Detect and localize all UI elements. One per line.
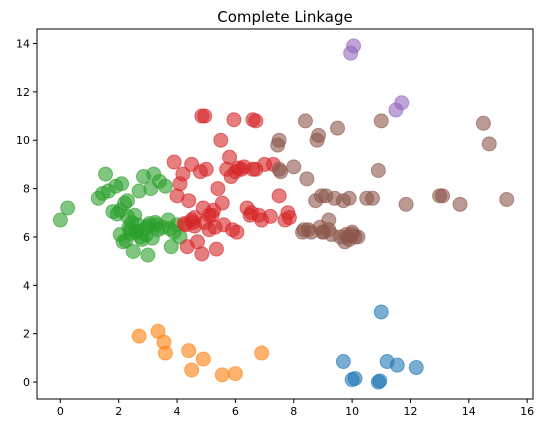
data-point [195,351,211,367]
series-5 [270,113,515,250]
series-2 [52,166,188,263]
plot-area-frame [36,28,534,400]
data-point [140,247,156,263]
data-point [175,166,191,182]
data-point [475,115,491,131]
data-point [370,162,386,178]
data-point [119,193,135,209]
x-tick-label: 8 [290,405,297,418]
y-tick-label: 12 [16,86,30,99]
data-point [281,210,297,226]
data-point [286,159,302,175]
data-point [365,190,381,206]
data-point [194,246,210,262]
data-point [208,241,224,257]
data-point [157,345,173,361]
data-point [299,171,315,187]
x-tick-label: 2 [115,405,122,418]
data-point [214,367,230,383]
data-point [341,190,357,206]
data-point [105,204,121,220]
x-tick-label: 14 [462,405,476,418]
data-point [157,178,173,194]
x-tick-label: 4 [174,405,181,418]
data-point [122,225,138,241]
data-point [398,196,414,212]
data-point [213,132,229,148]
data-point [373,304,389,320]
y-tick-label: 2 [23,328,30,341]
x-tick-label: 10 [345,405,359,418]
data-point [313,188,329,204]
data-point [163,239,179,255]
data-point [373,113,389,129]
data-point [114,176,130,192]
series-1 [131,323,270,383]
data-point [222,149,238,165]
y-tick-label: 4 [23,279,30,292]
data-point [394,95,410,111]
data-point [131,328,147,344]
data-point [181,193,197,209]
series-4 [343,38,410,118]
data-point [311,127,327,143]
x-tick-label: 16 [520,405,534,418]
data-point [181,343,197,359]
data-point [227,366,243,382]
data-point [226,112,242,128]
data-point [330,120,346,136]
x-tick-label: 12 [403,405,417,418]
data-point [271,161,287,177]
data-point [197,108,213,124]
data-point [346,38,362,54]
data-point [271,132,287,148]
data-point [52,212,68,228]
data-point [321,222,337,238]
data-point [214,195,230,211]
data-point [335,354,351,370]
data-point [229,224,245,240]
data-point [248,113,264,129]
data-point [125,243,141,259]
data-point [176,216,192,232]
x-tick-label: 6 [232,405,239,418]
data-point [370,374,386,390]
data-point [435,188,451,204]
data-point [481,136,497,152]
data-point [210,181,226,197]
y-tick-label: 6 [23,231,30,244]
data-point [60,200,76,216]
data-point [271,188,287,204]
data-point [98,166,114,182]
data-point [452,196,468,212]
data-point [408,360,424,376]
data-point [347,370,363,386]
y-tick-label: 10 [16,134,30,147]
axis-layer: 0 2 4 6 8 10 12 14 16 0 2 4 6 8 10 12 14 [16,38,534,418]
plot-layer [52,38,515,390]
data-point [166,154,182,170]
data-point [147,214,163,230]
series-0 [335,304,424,390]
data-point [162,221,178,237]
data-point [389,357,405,373]
data-point [262,208,278,224]
y-tick-label: 0 [23,376,30,389]
data-point [344,224,360,240]
data-point [184,362,200,378]
y-tick-label: 14 [16,38,30,51]
data-point [119,208,135,224]
data-point [297,113,313,129]
data-point [198,161,214,177]
x-tick-label: 0 [57,405,64,418]
y-tick-label: 8 [23,183,30,196]
data-point [499,191,515,207]
series-3 [166,108,297,262]
data-point [201,207,217,223]
chart-title: Complete Linkage [217,8,352,26]
data-point [254,345,270,361]
